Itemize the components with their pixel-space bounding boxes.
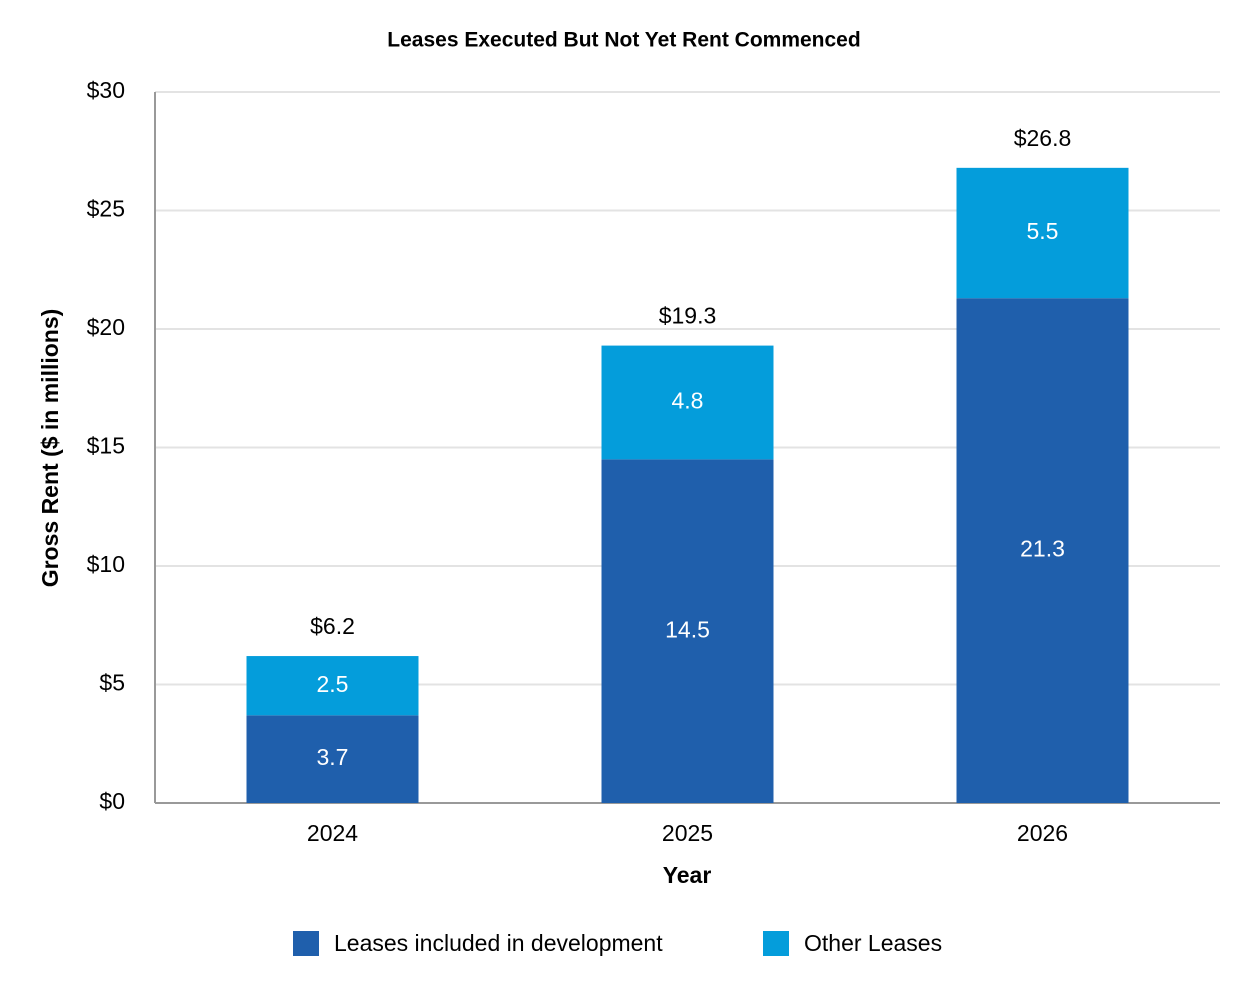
y-tick-label: $20 bbox=[87, 314, 125, 340]
legend-label: Other Leases bbox=[804, 930, 942, 956]
total-label: $6.2 bbox=[310, 613, 355, 639]
y-axis-title: Gross Rent ($ in millions) bbox=[37, 309, 63, 588]
chart-title: Leases Executed But Not Yet Rent Commenc… bbox=[387, 29, 860, 52]
x-tick-label: 2025 bbox=[662, 820, 713, 846]
segment-label: 5.5 bbox=[1027, 218, 1059, 244]
x-tick-label: 2026 bbox=[1017, 820, 1068, 846]
total-label: $19.3 bbox=[659, 303, 717, 329]
legend-swatch bbox=[293, 931, 319, 956]
segment-label: 14.5 bbox=[665, 616, 710, 642]
bar-segment bbox=[601, 459, 774, 803]
bar-segment bbox=[246, 715, 419, 803]
y-tick-label: $30 bbox=[87, 77, 125, 103]
y-tick-label: $15 bbox=[87, 433, 125, 459]
y-tick-label: $5 bbox=[99, 670, 125, 696]
legend-label: Leases included in development bbox=[334, 930, 663, 956]
y-tick-label: $0 bbox=[99, 788, 125, 814]
bar-segment bbox=[956, 298, 1129, 803]
bar-segment bbox=[956, 167, 1129, 299]
y-tick-label: $10 bbox=[87, 551, 125, 577]
total-label: $26.8 bbox=[1014, 125, 1072, 151]
x-tick-label: 2024 bbox=[307, 820, 358, 846]
segment-label: 4.8 bbox=[672, 388, 704, 414]
bar-segment bbox=[601, 345, 774, 460]
bar-segment bbox=[246, 656, 419, 716]
segment-label: 21.3 bbox=[1020, 536, 1065, 562]
legend-swatch bbox=[763, 931, 789, 956]
x-axis-title: Year bbox=[663, 862, 712, 888]
segment-label: 3.7 bbox=[317, 744, 349, 770]
segment-label: 2.5 bbox=[317, 671, 349, 697]
y-tick-label: $25 bbox=[87, 196, 125, 222]
